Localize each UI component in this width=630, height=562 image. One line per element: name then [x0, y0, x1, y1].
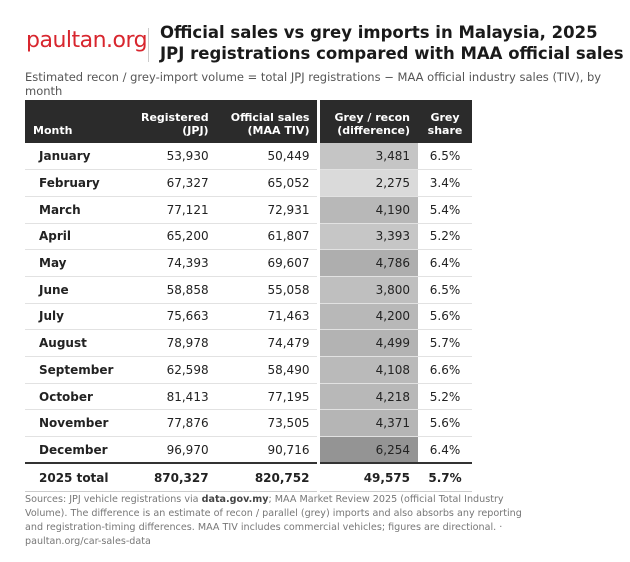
total-cell: 870,327	[127, 462, 217, 492]
cell: 3,481	[317, 143, 419, 171]
footer-link: data.gov.my	[201, 494, 269, 505]
cell: 3,800	[317, 276, 419, 304]
cell: 77,876	[127, 409, 217, 438]
row: June 58,858 55,058 3,800 6.5%	[25, 276, 472, 304]
column-header: Grey share	[418, 100, 472, 143]
column-header: Registered (JPJ)	[127, 100, 217, 143]
footer: Sources: JPJ vehicle registrations via d…	[25, 493, 525, 549]
subtitle: Estimated recon / grey-import volume = t…	[25, 70, 602, 98]
cell: 6.4%	[418, 249, 472, 277]
cell: 81,413	[127, 383, 217, 411]
title-line: Official sales vs grey imports in Malays…	[160, 23, 598, 42]
cell: 65,052	[216, 169, 319, 197]
cell: September	[25, 356, 128, 384]
cell: 58,858	[127, 276, 217, 304]
title: Official sales vs grey imports in Malays…	[160, 22, 624, 64]
total-row: 2025 total 870,327 820,752 49,575 5.7%	[25, 462, 472, 492]
cell: March	[25, 196, 128, 224]
cell: 75,663	[127, 303, 217, 331]
cell: 4,218	[317, 383, 419, 411]
cell: 4,108	[317, 356, 419, 384]
cell: 5.4%	[418, 196, 472, 224]
cell: 5.7%	[418, 329, 472, 357]
cell: 71,463	[216, 303, 319, 331]
cell: 77,121	[127, 196, 217, 224]
cell: 5.6%	[418, 409, 472, 438]
row: April 65,200 61,807 3,393 5.2%	[25, 223, 472, 251]
title-line: JPJ registrations compared with MAA offi…	[160, 44, 624, 63]
cell: 6,254	[317, 436, 419, 464]
row: January 53,930 50,449 3,481 6.5%	[25, 143, 472, 171]
cell: October	[25, 383, 128, 411]
cell: 4,786	[317, 249, 419, 277]
cell: 74,479	[216, 329, 319, 357]
cell: January	[25, 143, 128, 171]
total-cell: 5.7%	[418, 462, 472, 492]
cell: 5.2%	[418, 383, 472, 411]
cell: February	[25, 169, 128, 197]
cell: 72,931	[216, 196, 319, 224]
cell: July	[25, 303, 128, 331]
total-cell: 820,752	[216, 462, 319, 492]
total-cell: 2025 total	[25, 462, 128, 492]
cell: 78,978	[127, 329, 217, 357]
row: August 78,978 74,479 4,499 5.7%	[25, 329, 472, 357]
cell: 96,970	[127, 436, 217, 464]
cell: August	[25, 329, 128, 357]
cell: 3.4%	[418, 169, 472, 197]
row: December 96,970 90,716 6,254 6.4%	[25, 436, 472, 464]
cell: December	[25, 436, 128, 464]
cell: 67,327	[127, 169, 217, 197]
row: July 75,663 71,463 4,200 5.6%	[25, 303, 472, 331]
cell: 4,200	[317, 303, 419, 331]
cell: 5.6%	[418, 303, 472, 331]
cell: 2,275	[317, 169, 419, 197]
cell: 58,490	[216, 356, 319, 384]
cell: 69,607	[216, 249, 319, 277]
footer-text: ; MAA Market Review 2025 (official Total…	[25, 494, 522, 547]
row: May 74,393 69,607 4,786 6.4%	[25, 249, 472, 277]
cell: 4,190	[317, 196, 419, 224]
cell: May	[25, 249, 128, 277]
cell: 3,393	[317, 223, 419, 251]
cell: 6.4%	[418, 436, 472, 464]
cell: 90,716	[216, 436, 319, 464]
row: September 62,598 58,490 4,108 6.6%	[25, 356, 472, 384]
cell: 5.2%	[418, 223, 472, 251]
cell: November	[25, 409, 128, 438]
cell: 77,195	[216, 383, 319, 411]
cell: 62,598	[127, 356, 217, 384]
cell: 6.5%	[418, 276, 472, 304]
cell: 4,499	[317, 329, 419, 357]
row: February 67,327 65,052 2,275 3.4%	[25, 169, 472, 197]
cell: 6.6%	[418, 356, 472, 384]
cell: April	[25, 223, 128, 251]
divider	[148, 28, 149, 62]
column-header: Grey / recon (difference)	[317, 100, 419, 143]
column-header: Month	[25, 100, 128, 143]
cell: 6.5%	[418, 143, 472, 171]
cell: 53,930	[127, 143, 217, 171]
cell: 55,058	[216, 276, 319, 304]
row: March 77,121 72,931 4,190 5.4%	[25, 196, 472, 224]
cell: 74,393	[127, 249, 217, 277]
cell: 65,200	[127, 223, 217, 251]
cell: 50,449	[216, 143, 319, 171]
logo: paultan.org	[26, 28, 148, 53]
header-row: Month Registered (JPJ) Official sales (MAA…	[25, 100, 472, 143]
cell: 61,807	[216, 223, 319, 251]
cell: 4,371	[317, 409, 419, 438]
row: November 77,876 73,505 4,371 5.6%	[25, 409, 472, 438]
total-cell: 49,575	[317, 462, 419, 492]
column-header: Official sales (MAA TIV)	[216, 100, 319, 143]
footer-text: Sources: JPJ vehicle registrations via	[25, 494, 202, 505]
table: Month Registered (JPJ) Official sales (MAA…	[25, 100, 472, 492]
cell: 73,505	[216, 409, 319, 438]
cell: June	[25, 276, 128, 304]
row: October 81,413 77,195 4,218 5.2%	[25, 383, 472, 411]
